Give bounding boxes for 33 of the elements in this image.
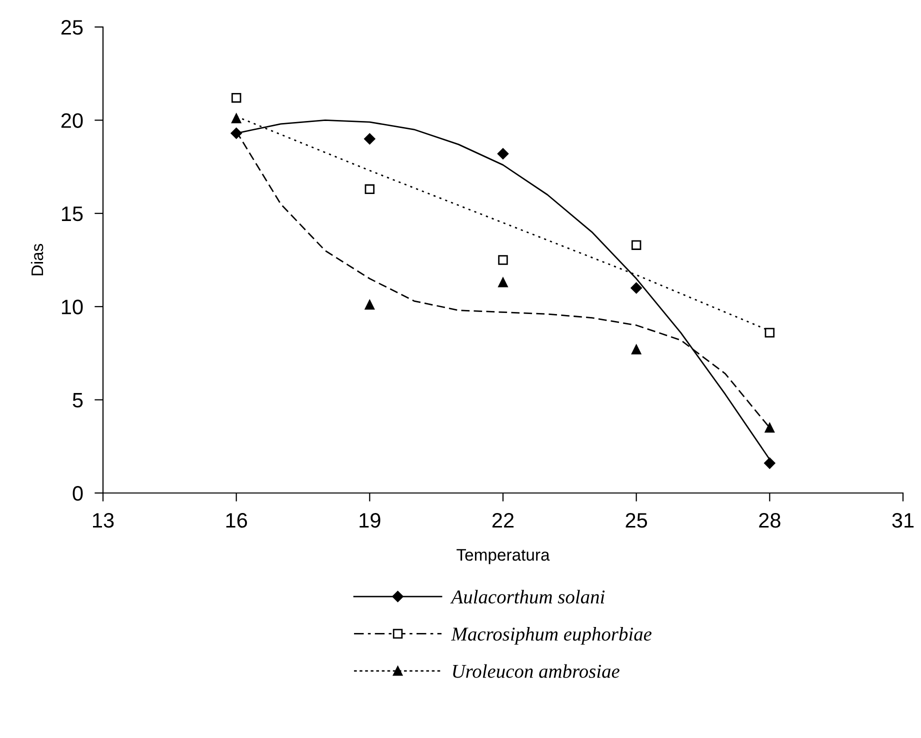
y-tick-label: 25	[61, 20, 83, 35]
y-axis-title: Dias	[30, 244, 44, 276]
point	[230, 128, 242, 139]
point	[630, 282, 642, 294]
x-tick-label: 31	[892, 512, 914, 528]
point	[231, 113, 242, 124]
point	[498, 255, 508, 265]
x-tick-label: 19	[360, 512, 380, 528]
x-tick-label: 28	[759, 512, 780, 528]
x-axis-title: Temperatura	[456, 549, 550, 564]
point	[364, 184, 375, 194]
legend-label: Macrosiphum euphorbiae	[451, 627, 652, 645]
point	[631, 240, 642, 250]
x-tick-label: 16	[226, 512, 248, 528]
x-tick-label: 13	[93, 512, 114, 528]
legend-label: Uroleucon ambrosiae	[453, 664, 620, 678]
point	[497, 148, 509, 160]
point	[364, 300, 375, 310]
point	[498, 278, 508, 288]
x-tick-label: 25	[626, 512, 648, 528]
point	[764, 422, 775, 433]
y-tick-label: 0	[72, 486, 83, 501]
point	[764, 328, 775, 338]
legend-label: Aulacorthum solani	[450, 590, 605, 604]
point	[631, 344, 642, 354]
y-tick-label: 5	[72, 393, 83, 408]
point	[231, 92, 242, 103]
x-tick-label: 22	[492, 512, 514, 528]
y-tick-label: 10	[62, 300, 83, 314]
y-tick-label: 15	[62, 206, 83, 222]
point	[364, 133, 376, 144]
point	[764, 458, 776, 469]
y-tick-label: 20	[61, 113, 83, 128]
